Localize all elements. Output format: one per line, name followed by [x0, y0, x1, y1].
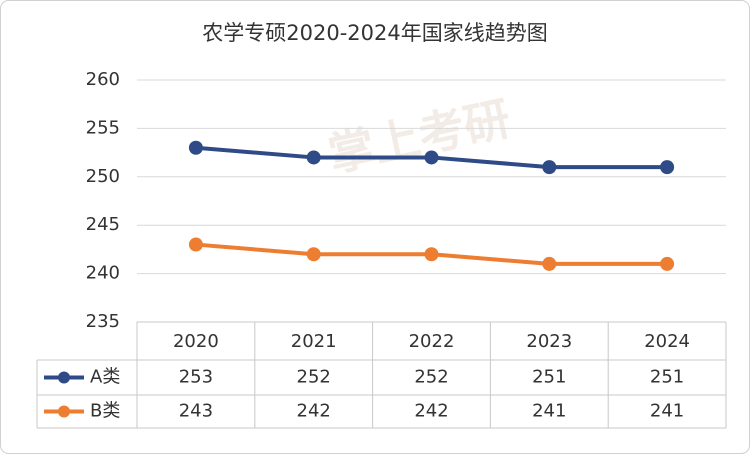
point [542, 160, 557, 175]
table-value: 242 [297, 401, 331, 422]
legend-label: A类 [90, 367, 120, 388]
y-tick-label: 255 [86, 117, 120, 138]
point [424, 247, 439, 262]
y-tick-label: 260 [86, 69, 120, 90]
table-value: 251 [650, 367, 684, 388]
chart-title: 农学专硕2020-2024年国家线趋势图 [202, 21, 547, 45]
point [660, 160, 675, 175]
point [660, 256, 675, 271]
x-tick-label: 2024 [644, 331, 690, 352]
y-tick-label: 250 [86, 166, 120, 187]
x-tick-label: 2021 [291, 331, 337, 352]
table-value: 253 [179, 367, 213, 388]
table-value: 251 [532, 367, 566, 388]
table-value: 242 [414, 401, 448, 422]
y-tick-label: 240 [86, 263, 120, 284]
table-value: 252 [297, 367, 331, 388]
point [306, 247, 321, 262]
legend-label: B类 [90, 401, 120, 422]
point [188, 140, 203, 155]
point [306, 150, 321, 165]
point [424, 150, 439, 165]
table-value: 241 [532, 401, 566, 422]
y-tick-label: 235 [86, 311, 120, 332]
legend-marker [58, 371, 70, 384]
x-tick-label: 2022 [409, 331, 455, 352]
legend-marker [58, 405, 70, 418]
table-value: 243 [179, 401, 213, 422]
x-tick-label: 2023 [526, 331, 572, 352]
x-tick-label: 2020 [173, 331, 219, 352]
table-value: 252 [414, 367, 448, 388]
point [542, 256, 557, 271]
y-tick-label: 245 [86, 214, 120, 235]
point [188, 237, 203, 252]
table-value: 241 [650, 401, 684, 422]
